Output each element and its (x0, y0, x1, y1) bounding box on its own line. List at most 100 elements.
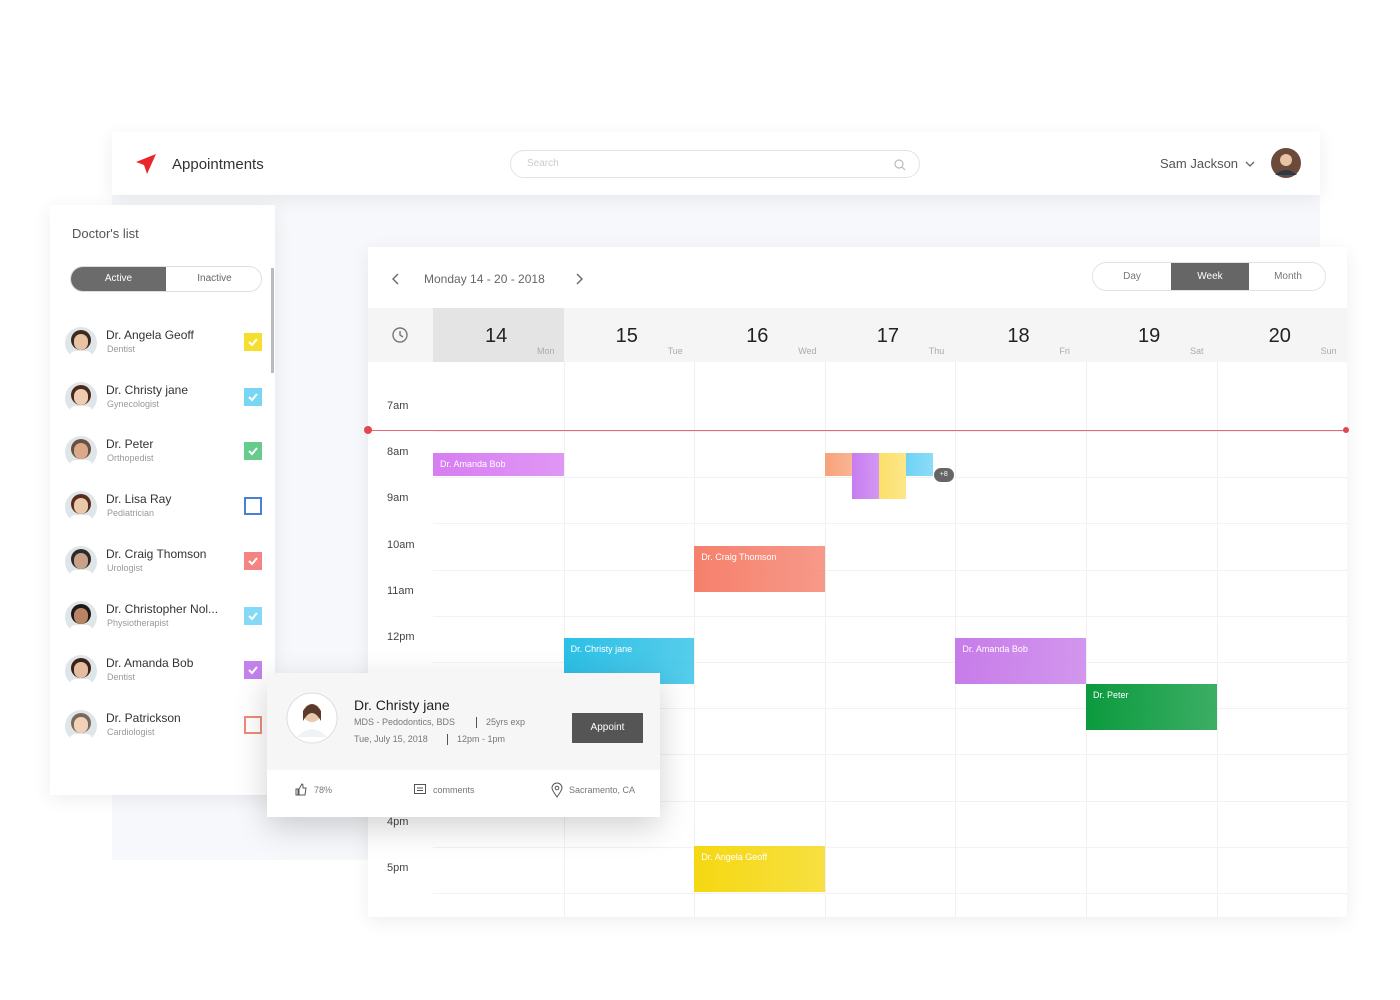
avatar-face (74, 552, 88, 569)
time-label: 9am (387, 492, 409, 505)
now-line (368, 430, 1347, 432)
event-label: Dr. Amanda Bob (440, 459, 506, 470)
view-tab[interactable]: Month (1249, 263, 1325, 290)
grid-row-line (433, 846, 1347, 848)
avatar-face (74, 334, 88, 350)
tabs: Active Inactive (70, 266, 262, 292)
doctor-role: Physiotherapist (107, 617, 169, 628)
button-label: Appoint (590, 722, 625, 733)
doctor-role: Pediatrician (107, 508, 155, 519)
user-chevron (1245, 161, 1255, 167)
comments: comments (433, 785, 475, 795)
panel-title: Doctor's list (72, 226, 139, 241)
doctor-checkbox[interactable] (244, 606, 262, 625)
prev-arrow[interactable] (390, 272, 402, 286)
day-date: 17 (876, 325, 900, 347)
doctor-role: Dentist (107, 672, 136, 683)
popup-name: Dr. Christy jane (354, 697, 450, 713)
avatar-body (69, 351, 93, 359)
user-name[interactable]: Sam Jackson (1160, 156, 1239, 171)
event[interactable]: Dr. Angela Geoff (694, 845, 825, 893)
doctors-panel: Doctor's list Active Inactive Dr. Angela … (50, 205, 275, 795)
popup-date: Tue, July 15, 2018 (354, 734, 428, 744)
appoint-button[interactable]: Appoint (572, 713, 643, 743)
doctor-avatar (65, 600, 97, 633)
day-date: 15 (615, 325, 638, 347)
popup-experience: 25yrs exp (486, 717, 526, 727)
event[interactable] (905, 453, 933, 477)
pin-icon (551, 782, 563, 798)
event-label: Dr. Amanda Bob (962, 644, 1028, 654)
user-avatar[interactable] (1270, 147, 1302, 179)
doctor-avatar (65, 545, 97, 578)
doctor-popup: Dr. Christy jane MDS - Pedodontics, BDS … (267, 673, 660, 817)
doctor-checkbox[interactable] (244, 442, 262, 461)
doctor-role: Gynecologist (107, 398, 160, 409)
tab[interactable]: Active (71, 267, 166, 291)
next-arrow[interactable] (573, 272, 585, 286)
doctor-role: Orthopedist (107, 453, 154, 464)
grid-column-line (1086, 362, 1087, 917)
doctor-checkbox[interactable] (244, 333, 262, 351)
event[interactable]: Dr. Amanda Bob (955, 638, 1086, 685)
event[interactable]: Dr. Amanda Bob (433, 453, 564, 477)
avatar-body (69, 569, 93, 578)
doctor-name: Dr. Angela Geoff (106, 328, 194, 342)
grid-row-line (433, 615, 1347, 617)
popup-qualification: MDS - Pedodontics, BDS (354, 717, 456, 727)
doctor-name: Dr. Patrickson (106, 710, 181, 725)
doctor-avatar (65, 709, 97, 742)
avatar-body (69, 733, 93, 742)
doctor-checkbox[interactable] (244, 715, 262, 734)
search-placeholder: Search (527, 158, 559, 169)
day-date: 20 (1268, 325, 1291, 347)
avatar-face (74, 388, 88, 405)
search-box[interactable]: Search (510, 150, 920, 178)
grid-row-line (433, 754, 1347, 756)
comment-icon[interactable] (413, 783, 427, 797)
event-label: Dr. Craig Thomson (701, 551, 777, 562)
time-label: 8am (387, 446, 409, 459)
event[interactable] (824, 453, 852, 477)
view-tab[interactable]: Week (1171, 263, 1249, 290)
grid-row-line (433, 523, 1347, 525)
event[interactable] (851, 453, 879, 500)
doctor-name: Dr. Craig Thomson (106, 546, 207, 561)
doctor-checkbox[interactable] (244, 387, 262, 406)
doctor-checkbox[interactable] (244, 661, 262, 680)
doctor-name: Dr. Peter (106, 437, 154, 452)
date-range: Monday 14 - 20 - 2018 (424, 272, 545, 286)
day-date: 19 (1138, 325, 1161, 347)
time-label: 4pm (387, 815, 409, 828)
day-weekday: Sun (1320, 346, 1337, 356)
doctor-name: Dr. Christy jane (106, 382, 189, 397)
popup-time: 12pm - 1pm (457, 734, 506, 744)
now-dot (1343, 427, 1349, 434)
event[interactable]: Dr. Craig Thomson (694, 545, 825, 592)
grid-row-line (433, 800, 1347, 802)
day-weekday: Wed (798, 346, 817, 356)
grid-row-line (433, 708, 1347, 710)
view-tab[interactable]: Day (1093, 263, 1171, 290)
doctor-role: Urologist (107, 562, 143, 573)
event[interactable] (878, 453, 906, 500)
doctor-checkbox[interactable] (244, 497, 262, 516)
event[interactable]: Dr. Peter (1086, 684, 1217, 731)
day-date: 14 (485, 325, 508, 347)
grid-row-line (433, 431, 1347, 432)
avatar-body (69, 460, 93, 469)
avatar-face (74, 443, 88, 460)
event-label: Dr. Angela Geoff (701, 851, 768, 862)
grid-column-line (694, 362, 696, 917)
doctor-avatar (65, 436, 97, 469)
day-weekday: Mon (537, 346, 555, 356)
more-badge[interactable]: +8 (933, 468, 954, 483)
doctor-checkbox[interactable] (244, 551, 262, 570)
doctor-role: Cardiologist (107, 726, 155, 737)
like-icon[interactable] (294, 783, 308, 797)
separator (476, 717, 477, 728)
time-label: 5pm (387, 862, 409, 874)
tab[interactable]: Inactive (166, 267, 261, 291)
doctor-avatar (65, 655, 97, 688)
